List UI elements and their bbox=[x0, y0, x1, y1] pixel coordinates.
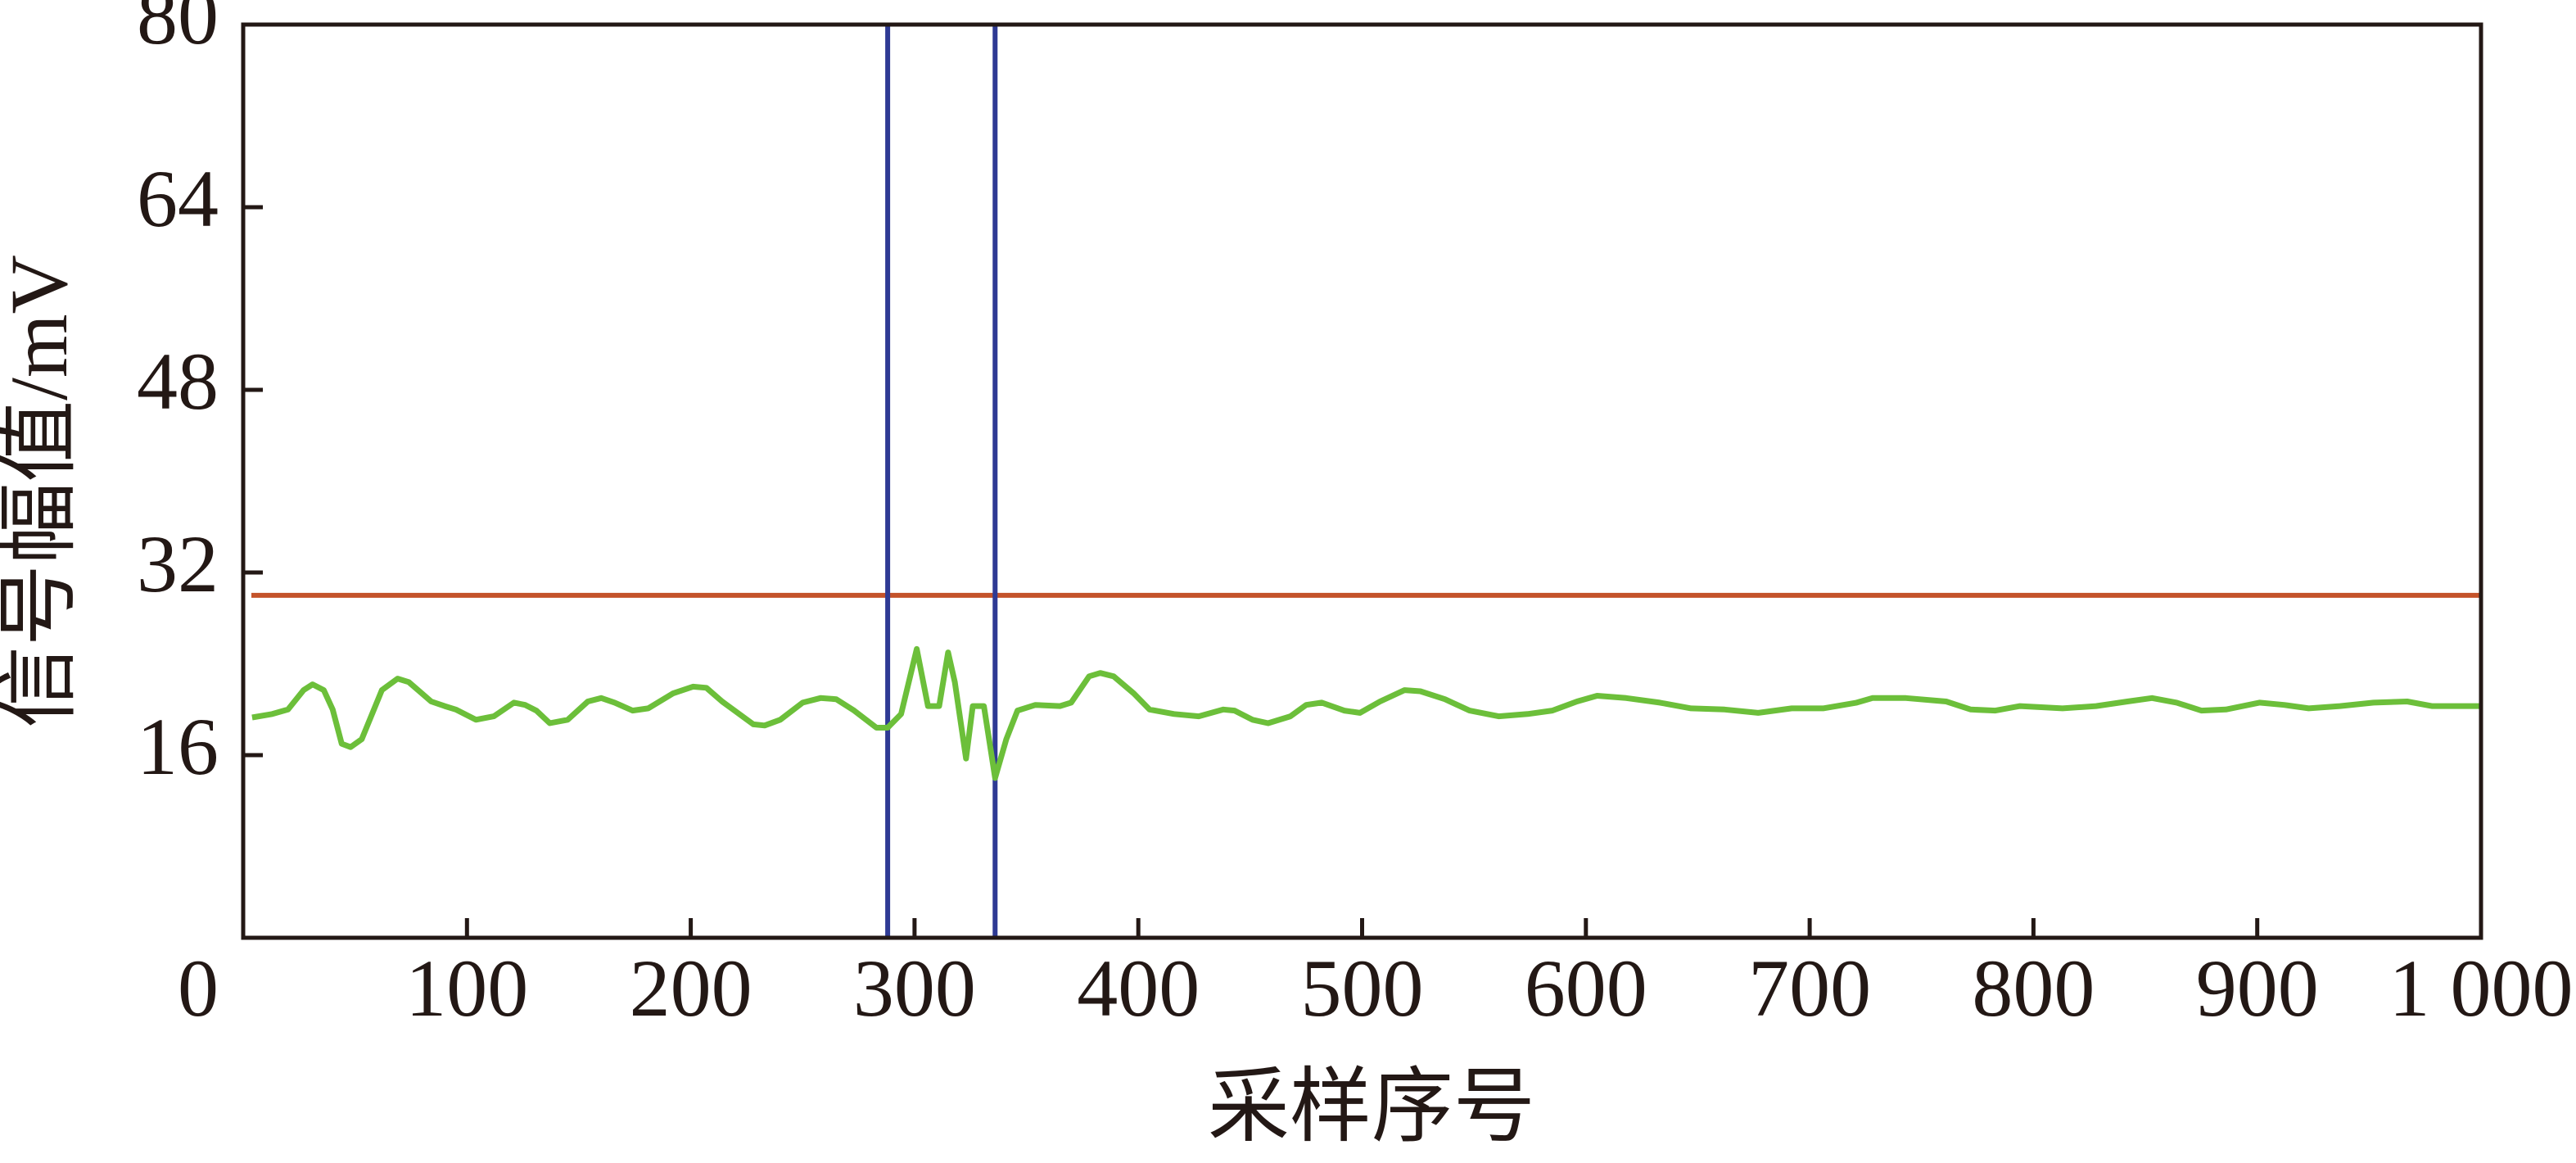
y-tick-label: 64 bbox=[137, 153, 219, 244]
x-tick-label: 700 bbox=[1748, 943, 1871, 1034]
x-axis-label: 采样序号 bbox=[1208, 1061, 1535, 1152]
x-tick-label: 800 bbox=[1972, 943, 2095, 1034]
x-tick-label: 400 bbox=[1077, 943, 1200, 1034]
x-tick-label: 100 bbox=[405, 943, 528, 1034]
x-tick-label: 600 bbox=[1525, 943, 1647, 1034]
signal-line bbox=[251, 645, 2481, 781]
y-tick-label: 16 bbox=[137, 701, 219, 792]
x-tick-label: 200 bbox=[630, 943, 752, 1034]
x-tick-label: 1 000 bbox=[2389, 943, 2574, 1034]
y-tick-label: 80 bbox=[137, 0, 219, 61]
x-tick-label: 0 bbox=[178, 943, 219, 1034]
x-tick-label: 300 bbox=[853, 943, 976, 1034]
y-tick-label: 32 bbox=[137, 518, 219, 609]
x-tick-label: 900 bbox=[2196, 943, 2319, 1034]
x-tick-label: 500 bbox=[1301, 943, 1424, 1034]
plot-frame bbox=[241, 22, 2483, 940]
y-axis-label: 信号幅值/mV bbox=[0, 255, 84, 728]
y-tick-label: 48 bbox=[137, 336, 219, 427]
